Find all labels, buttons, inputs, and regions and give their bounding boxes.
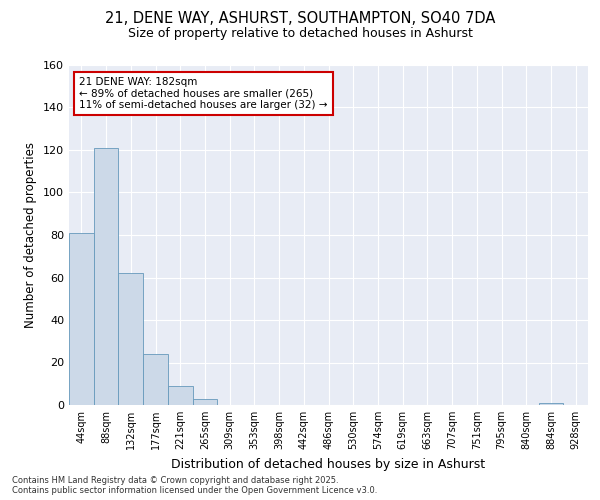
Text: Size of property relative to detached houses in Ashurst: Size of property relative to detached ho… — [128, 27, 472, 40]
Text: Contains HM Land Registry data © Crown copyright and database right 2025.
Contai: Contains HM Land Registry data © Crown c… — [12, 476, 377, 495]
Bar — [94, 148, 118, 405]
Y-axis label: Number of detached properties: Number of detached properties — [25, 142, 37, 328]
Bar — [143, 354, 168, 405]
Bar — [69, 233, 94, 405]
Text: 21 DENE WAY: 182sqm
← 89% of detached houses are smaller (265)
11% of semi-detac: 21 DENE WAY: 182sqm ← 89% of detached ho… — [79, 77, 328, 110]
X-axis label: Distribution of detached houses by size in Ashurst: Distribution of detached houses by size … — [172, 458, 485, 470]
Text: 21, DENE WAY, ASHURST, SOUTHAMPTON, SO40 7DA: 21, DENE WAY, ASHURST, SOUTHAMPTON, SO40… — [105, 11, 495, 26]
Bar — [539, 403, 563, 405]
Bar — [168, 386, 193, 405]
Bar — [193, 398, 217, 405]
Bar — [118, 273, 143, 405]
